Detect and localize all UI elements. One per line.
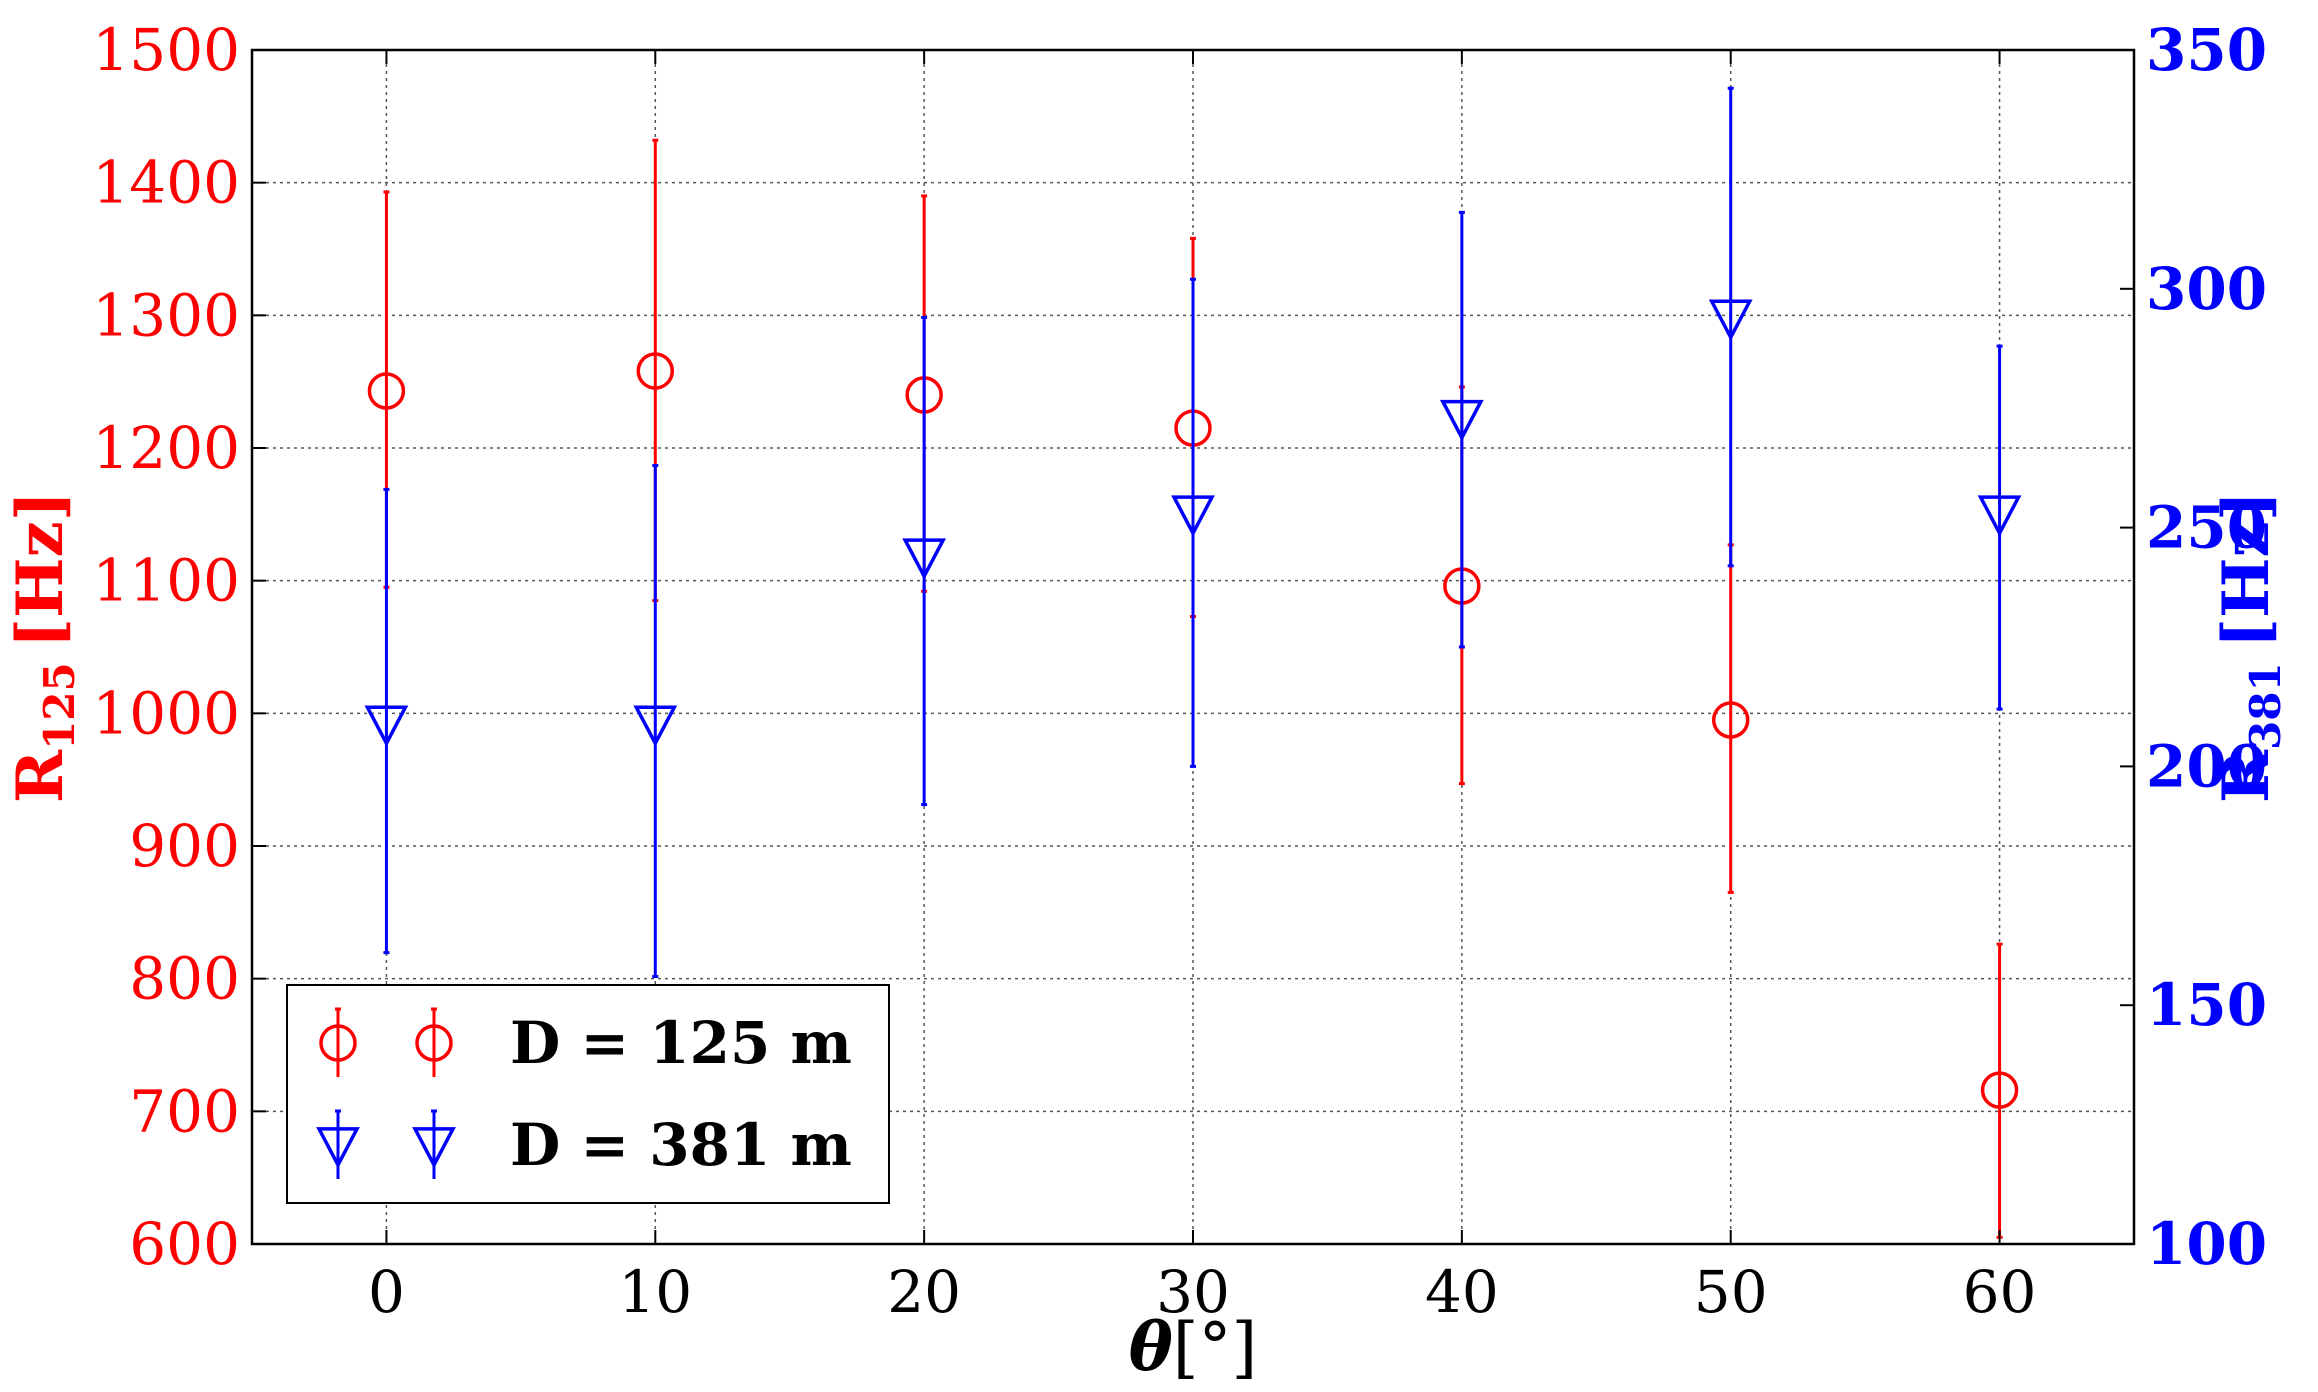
right-axis-label-unit: [Hz] xyxy=(2209,491,2284,648)
left-axis-label-sub: 125 xyxy=(35,662,84,750)
x-tick-label: 0 xyxy=(368,1258,405,1326)
legend-label-d381: D = 381 m xyxy=(510,1111,852,1179)
left-tick-label: 700 xyxy=(129,1077,240,1145)
x-axis-title: θ[°] xyxy=(1129,1308,1258,1386)
left-tick-label: 1200 xyxy=(92,414,240,482)
data-point xyxy=(364,705,409,748)
legend-marker xyxy=(415,1024,453,1062)
right-axis-label-sub: 381 xyxy=(2241,662,2290,750)
data-point xyxy=(1439,399,1484,442)
legend-markers xyxy=(316,1007,456,1179)
left-tick-label: 800 xyxy=(129,945,240,1013)
axis-ticks xyxy=(252,49,2134,1245)
left-axis-label-unit: [Hz] xyxy=(3,491,78,648)
x-tick-label: 50 xyxy=(1694,1258,1768,1326)
left-tick-label: 1500 xyxy=(92,16,240,84)
left-tick-label: 1300 xyxy=(92,281,240,349)
data-point xyxy=(1977,495,2022,537)
x-axis-symbol: θ xyxy=(1129,1308,1173,1386)
left-axis-label-main: R xyxy=(3,749,78,803)
right-axis-title: R381 [Hz] xyxy=(2209,491,2290,803)
right-tick-label: 350 xyxy=(2146,16,2267,84)
x-tick-label: 40 xyxy=(1425,1258,1499,1326)
x-tick-label: 30 xyxy=(1156,1258,1230,1326)
right-tick-label: 200 xyxy=(2146,732,2267,800)
x-tick-label: 60 xyxy=(1963,1258,2037,1326)
data-point xyxy=(902,538,947,580)
left-tick-label: 1100 xyxy=(92,547,240,615)
left-tick-label: 1400 xyxy=(92,149,240,217)
data-point xyxy=(1708,299,1753,342)
x-tick-label: 20 xyxy=(887,1258,961,1326)
right-tick-label: 250 xyxy=(2146,494,2267,562)
data-point xyxy=(367,372,406,410)
legend-box xyxy=(286,984,890,1204)
left-tick-label: 1000 xyxy=(92,679,240,747)
x-axis-unit: [°] xyxy=(1173,1309,1258,1386)
left-tick-label: 900 xyxy=(129,812,240,880)
right-axis-label-main: R xyxy=(2209,749,2284,803)
data-point xyxy=(633,705,678,748)
series-d381 xyxy=(364,86,2022,979)
right-tick-label: 300 xyxy=(2146,255,2267,323)
series-layer xyxy=(364,86,2022,1239)
x-tick-label: 10 xyxy=(618,1258,692,1326)
data-point xyxy=(1171,495,1215,537)
left-tick-label: 600 xyxy=(129,1210,240,1278)
data-point xyxy=(1711,701,1750,739)
tick-labels: 0 10 20 30 40 50 60 600 700 800 900 1000 1100 1200 130… xyxy=(92,16,2267,1326)
legend-marker xyxy=(316,1127,360,1169)
legend-marker xyxy=(412,1127,456,1169)
right-tick-label: 150 xyxy=(2146,971,2267,1039)
right-tick-label: 100 xyxy=(2146,1210,2267,1278)
data-point xyxy=(636,352,675,390)
legend-marker xyxy=(319,1024,357,1062)
legend: D = 125 m D = 381 m xyxy=(286,984,890,1204)
legend-label-d125: D = 125 m xyxy=(510,1009,852,1077)
data-point xyxy=(1980,1071,2019,1109)
left-axis-title: R125 [Hz] xyxy=(3,491,84,803)
